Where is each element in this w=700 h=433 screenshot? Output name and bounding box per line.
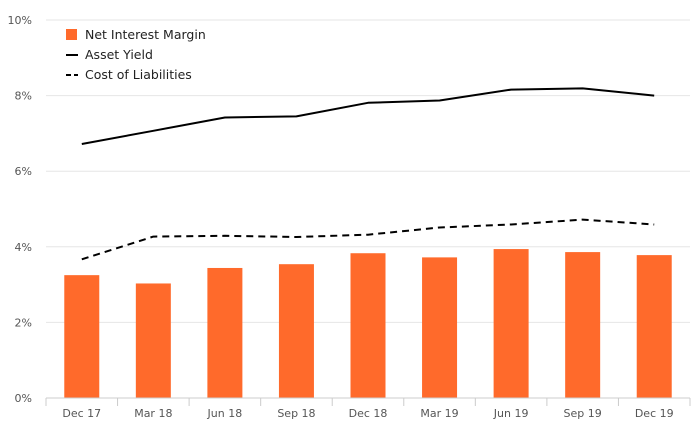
y-tick-label: 0%	[15, 392, 32, 405]
bar	[135, 283, 171, 398]
x-tick-label: Dec 18	[349, 407, 388, 420]
y-tick-label: 4%	[15, 241, 32, 254]
x-tick-label: Dec 19	[635, 407, 674, 420]
legend-label-cost-of-liabilities: Cost of Liabilities	[85, 67, 192, 82]
x-tick-label: Jun 18	[207, 407, 243, 420]
y-tick-label: 6%	[15, 165, 32, 178]
bar	[64, 275, 100, 398]
bar	[207, 267, 243, 398]
bar	[565, 252, 601, 398]
series-line	[81, 218, 655, 261]
bar	[278, 264, 314, 398]
x-tick-label: Dec 17	[62, 407, 101, 420]
series-line	[81, 87, 655, 145]
y-tick-label: 2%	[15, 316, 32, 329]
line-series	[81, 87, 655, 261]
legend-label-asset-yield: Asset Yield	[85, 47, 153, 62]
bar	[493, 249, 529, 398]
x-tick-label: Sep 19	[564, 407, 602, 420]
x-axis: Dec 17 Mar 18 Jun 18 Sep 18 Dec 18 Mar 19 Jun …	[45, 397, 691, 420]
x-tick-label: Mar 19	[420, 407, 458, 420]
y-tick-label: 8%	[15, 90, 32, 103]
x-tick-label: Mar 18	[134, 407, 172, 420]
x-tick-label: Jun 19	[493, 407, 529, 420]
legend-label-net-interest-margin: Net Interest Margin	[85, 27, 206, 42]
legend-swatch-net-interest-margin	[66, 29, 77, 40]
y-axis: 0% 2% 4% 6% 8% 10%	[8, 14, 32, 405]
x-tick-label: Sep 18	[277, 407, 315, 420]
bar-series	[64, 249, 672, 398]
y-tick-label: 10%	[8, 14, 32, 27]
bar	[422, 257, 458, 398]
legend: Net Interest Margin Asset Yield Cost of …	[66, 27, 206, 82]
bar	[350, 253, 386, 398]
bar	[636, 255, 672, 398]
